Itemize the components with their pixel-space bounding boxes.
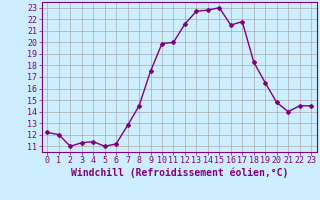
X-axis label: Windchill (Refroidissement éolien,°C): Windchill (Refroidissement éolien,°C)	[70, 168, 288, 178]
